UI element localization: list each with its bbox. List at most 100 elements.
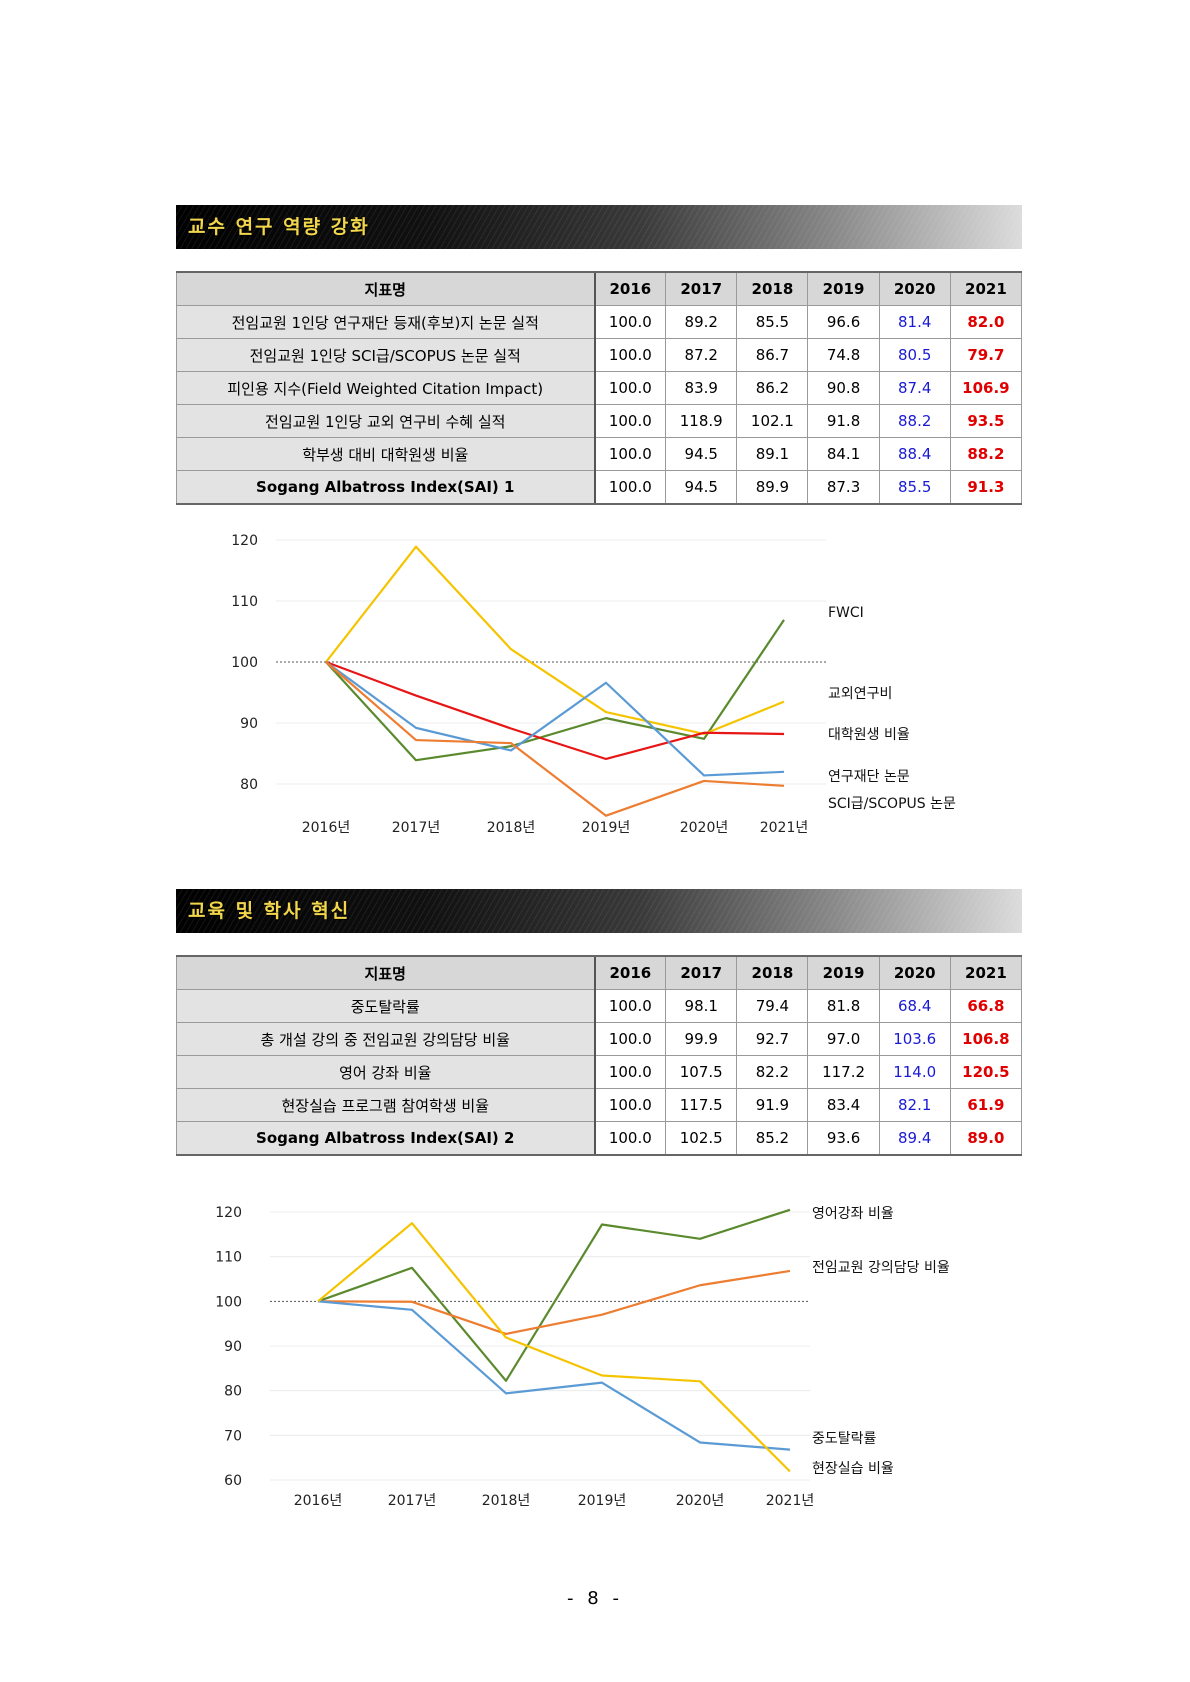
indicator-name: Sogang Albatross Index(SAI) 2 xyxy=(176,1121,595,1156)
series-line xyxy=(325,545,785,736)
series-label: 전임교원 강의담당 비율 xyxy=(812,1260,950,1276)
value-cell: 87.3 xyxy=(807,470,880,505)
x-tick-label: 2019년 xyxy=(582,820,631,836)
indicator-name: 중도탈락률 xyxy=(176,989,595,1023)
table-row: 총 개설 강의 중 전임교원 강의담당 비율 100.0 99.9 92.7 97.0 1… xyxy=(176,1022,1023,1056)
value-cell: 91.3 xyxy=(949,470,1023,505)
header-indicator: 지표명 xyxy=(176,271,595,306)
education-indicator-table: 지표명 2016 2017 2018 2019 2020 2021 중도탈락률 100.0 98.… xyxy=(176,955,1023,1156)
x-tick-label: 2018년 xyxy=(482,1493,531,1509)
value-cell: 99.9 xyxy=(665,1022,738,1056)
y-tick-label: 90 xyxy=(240,716,258,732)
value-cell: 87.4 xyxy=(878,371,951,405)
indicator-name: 현장실습 프로그램 참여학생 비율 xyxy=(176,1088,595,1122)
value-cell: 79.4 xyxy=(736,989,809,1023)
series-line xyxy=(317,1300,791,1451)
value-cell: 100.0 xyxy=(593,1121,667,1156)
header-year: 2017 xyxy=(665,955,738,990)
value-cell: 84.1 xyxy=(807,437,880,471)
y-tick-label: 120 xyxy=(215,1205,242,1221)
section-header-education: 교육 및 학사 혁신 xyxy=(176,889,1022,933)
header-year: 2021 xyxy=(949,271,1023,306)
value-cell: 74.8 xyxy=(807,338,880,372)
value-cell: 68.4 xyxy=(878,989,951,1023)
series-label: 현장실습 비율 xyxy=(812,1461,894,1477)
series-line xyxy=(325,661,785,777)
value-cell: 88.4 xyxy=(878,437,951,471)
value-cell: 88.2 xyxy=(878,404,951,438)
x-tick-label: 2017년 xyxy=(392,820,441,836)
value-cell: 102.1 xyxy=(736,404,809,438)
series-label: FWCI xyxy=(828,605,864,621)
x-tick-label: 2016년 xyxy=(302,820,351,836)
value-cell: 90.8 xyxy=(807,371,880,405)
table-row: 전임교원 1인당 SCI급/SCOPUS 논문 실적 100.0 87.2 86.7 7… xyxy=(176,338,1023,372)
value-cell: 92.7 xyxy=(736,1022,809,1056)
series-label: 대학원생 비율 xyxy=(828,727,910,743)
header-year: 2021 xyxy=(949,955,1023,990)
value-cell: 83.4 xyxy=(807,1088,880,1122)
value-cell: 89.4 xyxy=(878,1121,951,1156)
series-line xyxy=(317,1269,791,1336)
value-cell: 82.1 xyxy=(878,1088,951,1122)
series-label: 연구재단 논문 xyxy=(828,769,910,785)
value-cell: 103.6 xyxy=(878,1022,951,1056)
x-tick-label: 2016년 xyxy=(294,1493,343,1509)
y-tick-label: 60 xyxy=(224,1473,242,1489)
series-line xyxy=(317,1222,791,1473)
header-year: 2018 xyxy=(736,955,809,990)
header-year: 2018 xyxy=(736,271,809,306)
value-cell: 96.6 xyxy=(807,305,880,339)
section-header-research: 교수 연구 역량 강화 xyxy=(176,205,1022,249)
indicator-name: 전임교원 1인당 교외 연구비 수혜 실적 xyxy=(176,404,595,438)
value-cell: 87.2 xyxy=(665,338,738,372)
value-cell: 89.9 xyxy=(736,470,809,505)
x-tick-label: 2017년 xyxy=(388,1493,437,1509)
header-year: 2017 xyxy=(665,271,738,306)
table-header-row: 지표명 2016 2017 2018 2019 2020 2021 xyxy=(176,271,1023,306)
header-year: 2016 xyxy=(593,955,667,990)
y-tick-label: 110 xyxy=(215,1250,242,1266)
value-cell: 94.5 xyxy=(665,470,738,505)
value-cell: 100.0 xyxy=(593,371,667,405)
y-tick-label: 70 xyxy=(224,1428,242,1444)
table-row: 전임교원 1인당 교외 연구비 수혜 실적 100.0 118.9 102.1 91.8… xyxy=(176,404,1023,438)
y-tick-label: 80 xyxy=(224,1384,242,1400)
table-row: 피인용 지수(Field Weighted Citation Impact) 10… xyxy=(176,371,1023,405)
value-cell: 94.5 xyxy=(665,437,738,471)
education-line-chart: 120 110 100 90 80 70 60 2016년 2017년 2018년 2019년 202… xyxy=(215,1205,950,1509)
value-cell: 100.0 xyxy=(593,338,667,372)
y-tick-label: 120 xyxy=(231,533,258,549)
indicator-name: 전임교원 1인당 연구재단 등재(후보)지 논문 실적 xyxy=(176,305,595,339)
x-tick-label: 2020년 xyxy=(676,1493,725,1509)
series-line xyxy=(317,1208,791,1382)
value-cell: 93.6 xyxy=(807,1121,880,1156)
header-indicator: 지표명 xyxy=(176,955,595,990)
indicator-name: 전임교원 1인당 SCI급/SCOPUS 논문 실적 xyxy=(176,338,595,372)
y-tick-label: 110 xyxy=(231,594,258,610)
value-cell: 107.5 xyxy=(665,1055,738,1089)
value-cell: 82.0 xyxy=(949,305,1023,339)
research-line-chart: 120 110 100 90 80 2016년 2017년 2018년 2019년 2020년 20… xyxy=(231,533,956,836)
indicator-name: 총 개설 강의 중 전임교원 강의담당 비율 xyxy=(176,1022,595,1056)
y-tick-label: 90 xyxy=(224,1339,242,1355)
series-line xyxy=(325,619,785,762)
indicator-name: Sogang Albatross Index(SAI) 1 xyxy=(176,470,595,505)
value-cell: 100.0 xyxy=(593,404,667,438)
value-cell: 81.8 xyxy=(807,989,880,1023)
series-label: 중도탈락률 xyxy=(812,1431,877,1447)
x-tick-label: 2021년 xyxy=(760,820,809,836)
series-label: SCI급/SCOPUS 논문 xyxy=(828,796,956,812)
value-cell: 97.0 xyxy=(807,1022,880,1056)
series-line xyxy=(325,660,785,761)
value-cell: 88.2 xyxy=(949,437,1023,471)
value-cell: 83.9 xyxy=(665,371,738,405)
x-tick-label: 2018년 xyxy=(487,820,536,836)
series-line xyxy=(325,661,785,817)
section-title: 교수 연구 역량 강화 xyxy=(188,216,370,238)
value-cell: 82.2 xyxy=(736,1055,809,1089)
page-number: - 8 - xyxy=(567,1588,623,1609)
value-cell: 86.7 xyxy=(736,338,809,372)
y-tick-label: 100 xyxy=(215,1294,242,1310)
value-cell: 61.9 xyxy=(949,1088,1023,1122)
